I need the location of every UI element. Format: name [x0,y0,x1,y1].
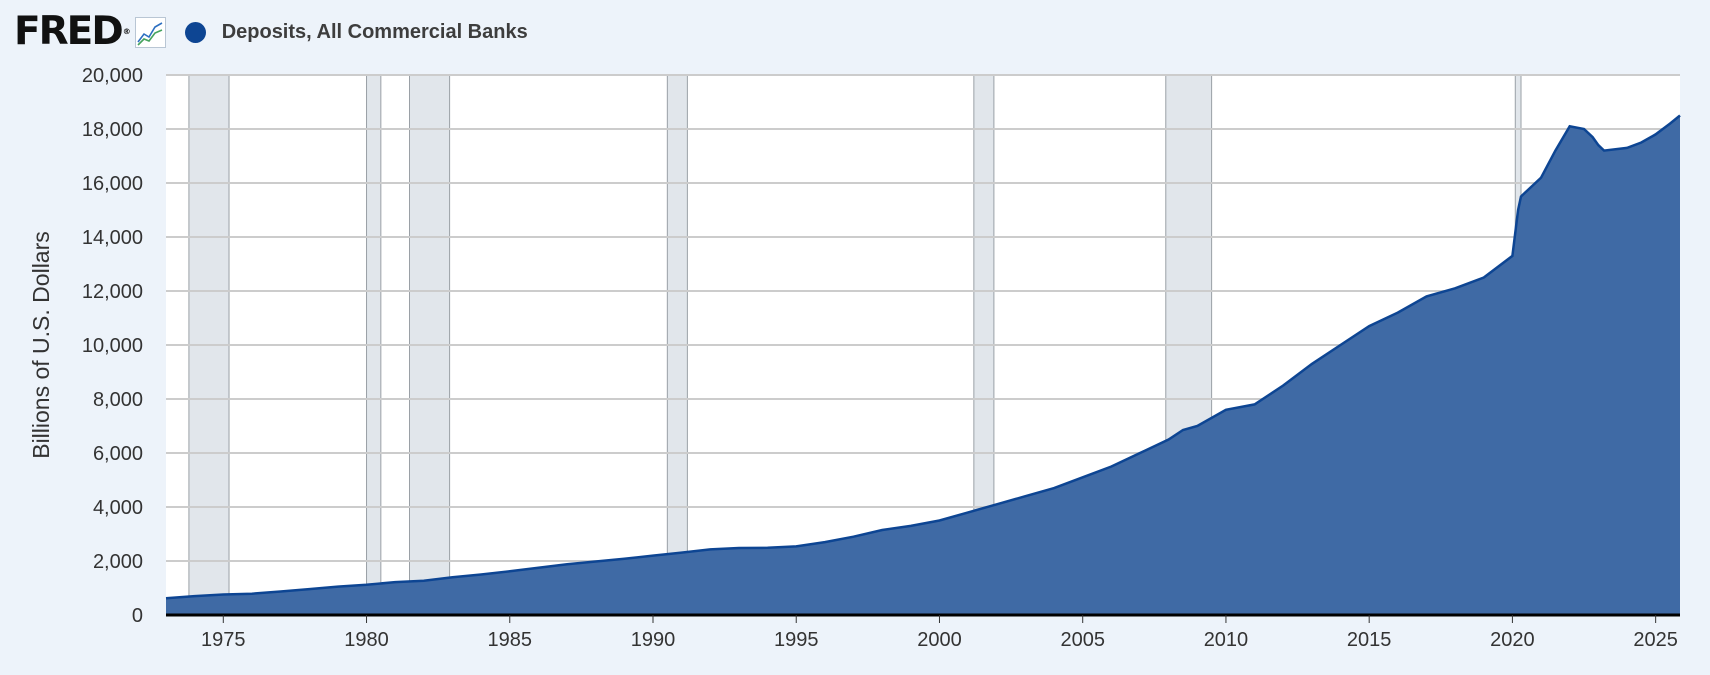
legend-label: Deposits, All Commercial Banks [221,20,528,43]
x-tick-label: 2020 [1490,629,1535,651]
y-axis: 0 2,000 4,000 6,000 8,000 10,000 12,000 14,000 1… [82,65,143,627]
y-tick-label: 4,000 [93,497,143,519]
x-axis: 1975 1980 1985 1990 1995 2000 2005 2010 2015 2020… [201,615,1678,651]
y-tick-label: 2,000 [93,551,143,573]
line-graph-icon[interactable] [134,16,166,48]
x-tick-label: 2025 [1633,629,1678,651]
x-tick-label: 2015 [1347,629,1392,651]
series-area [166,115,1680,615]
y-tick-label: 20,000 [82,65,143,87]
x-tick-label: 1985 [488,629,533,651]
y-tick-label: 12,000 [82,281,143,303]
x-tick-label: 2005 [1060,629,1105,651]
x-tick-label: 1975 [201,629,246,651]
legend-marker [184,21,206,43]
series-line [165,114,1681,600]
y-tick-label: 16,000 [82,173,143,195]
x-tick-label: 2010 [1204,629,1249,651]
y-axis-label: Billions of U.S. Dollars [28,231,54,459]
x-tick-label: 1990 [631,629,676,651]
y-tick-label: 18,000 [82,119,143,141]
chart-header: FRED® Deposits, All Commercial Banks [14,12,528,52]
y-tick-label: 10,000 [82,335,143,357]
x-tick-label: 1980 [344,629,389,651]
y-tick-label: 14,000 [82,227,143,249]
y-tick-label: 6,000 [93,443,143,465]
y-tick-label: 0 [132,605,143,627]
y-tick-label: 8,000 [93,389,143,411]
x-tick-label: 2000 [917,629,962,651]
x-tick-label: 1995 [774,629,819,651]
fred-logo[interactable]: FRED® [14,9,131,54]
